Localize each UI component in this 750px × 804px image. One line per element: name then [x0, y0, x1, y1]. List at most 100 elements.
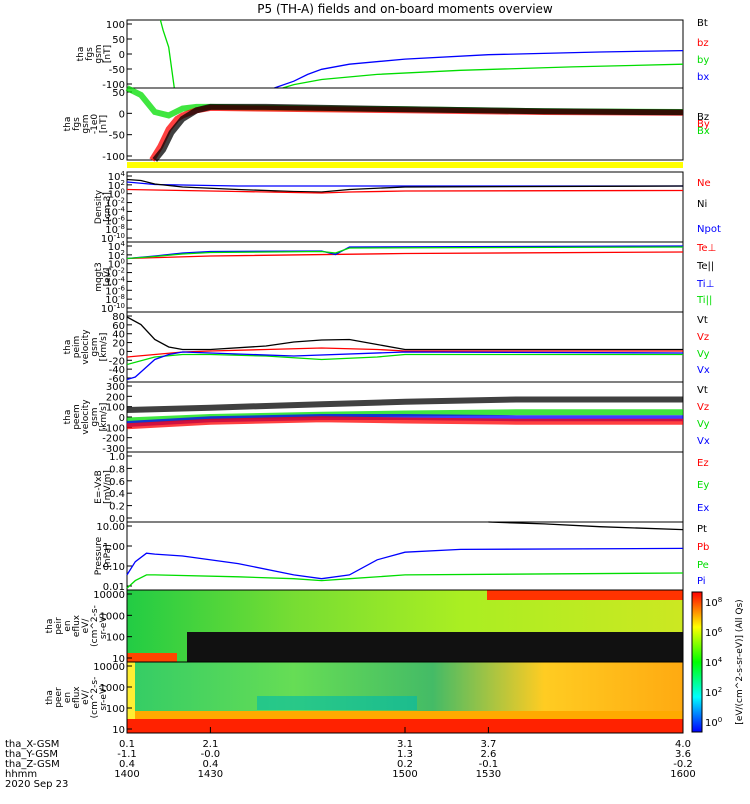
- series-line: [126, 181, 683, 187]
- colorbar-tick: 100: [705, 716, 722, 729]
- xrow-value: -0.2: [673, 759, 693, 770]
- legend-entry: bz: [697, 38, 709, 49]
- plot-title: P5 (TH-A) fields and on-board moments ov…: [257, 2, 553, 16]
- ylabel-line: Pressure: [94, 536, 104, 575]
- ytick-label: 0.8: [109, 464, 125, 475]
- xrow-value: -1.1: [117, 749, 137, 760]
- date-label: 2020 Sep 23: [5, 779, 68, 790]
- panel-frame: [126, 451, 684, 523]
- legend-entry: Vx: [697, 365, 710, 376]
- ytick-label: -60: [109, 374, 125, 385]
- ytick-label: 20: [112, 339, 125, 350]
- xrow-value: 4.0: [675, 739, 691, 750]
- ylabel-line: en: [63, 620, 73, 631]
- ylabel-line: mqgt3: [94, 262, 104, 291]
- legend-entry: Pe: [697, 560, 709, 571]
- spectrogram-band: [187, 632, 487, 662]
- ylabel-line: sr-eV): [99, 684, 109, 710]
- ytick-label: 0.0: [109, 514, 125, 525]
- ytick-label: 0: [119, 50, 125, 61]
- ylabel-line: eflux: [72, 614, 82, 637]
- xrow-value: 1600: [670, 769, 695, 780]
- series-line: [488, 521, 684, 531]
- ylabel-line: eV/: [81, 689, 91, 705]
- legend-entry: Vt: [697, 315, 708, 326]
- xrow-value: 2.6: [480, 749, 496, 760]
- legend-entry: Ex: [697, 503, 709, 514]
- colorbar-tick: 106: [705, 626, 723, 639]
- spectrogram-band: [127, 662, 135, 719]
- spectrogram-band: [457, 632, 683, 662]
- series-line: [149, 104, 684, 162]
- legend-entry: Vy: [697, 419, 710, 430]
- colorbar-tick: 102: [705, 686, 722, 699]
- ylabel-line: [cm-3]: [103, 192, 113, 222]
- ytick-label: 40: [112, 330, 125, 341]
- ytick-label: 0.2: [109, 502, 125, 513]
- series-line: [126, 316, 683, 351]
- legend-entry: Ez: [697, 458, 709, 469]
- ytick-label: 100: [106, 20, 125, 31]
- ylabel-line: [km/s]: [99, 403, 109, 432]
- legend-entry: Bt: [697, 18, 708, 29]
- legend-entry: Bx: [697, 126, 710, 137]
- legend-entry: Ne: [697, 178, 711, 189]
- status-bar: [127, 162, 683, 168]
- ylabel-line: fgs: [85, 47, 95, 61]
- legend-entry: Npot: [697, 224, 721, 235]
- ytick-label: 1000: [100, 611, 125, 622]
- series-line: [126, 547, 684, 580]
- xrow-label: tha_X-GSM: [5, 739, 59, 750]
- ylabel-line: (cm^2-s-: [90, 605, 100, 647]
- ytick-label: -100: [102, 80, 125, 91]
- xrow-value: -0.1: [479, 759, 499, 770]
- ylabel-line: peem: [72, 404, 82, 430]
- ylabel-line: gsm: [90, 337, 100, 356]
- ytick-label: 80: [112, 312, 125, 323]
- ylabel-line: eV/: [81, 618, 91, 634]
- ylabel-line: velocity: [81, 329, 91, 365]
- panel-frame: [126, 521, 684, 591]
- legend-entry: by: [697, 55, 709, 66]
- legend-entry: Bz: [697, 112, 709, 123]
- ytick-label: 300: [106, 382, 125, 393]
- ytick-label: 0.10: [103, 562, 125, 573]
- panel-frame: [126, 171, 684, 243]
- series-line: [126, 572, 684, 589]
- series-line: [126, 188, 684, 194]
- legend-entry: Vx: [697, 436, 710, 447]
- legend-entry: Ti||: [696, 295, 712, 306]
- ytick-label: 100: [106, 704, 125, 715]
- legend-entry: Te⊥: [696, 243, 716, 254]
- series-line: [159, 19, 175, 89]
- ytick-label: 60: [112, 321, 125, 332]
- ytick-label: 200: [106, 392, 125, 403]
- ylabel-line: [nT]: [99, 115, 109, 133]
- ytick-label: -20: [109, 356, 125, 367]
- spectrogram-band: [127, 719, 683, 733]
- ylabel-line: velocity: [81, 399, 91, 435]
- xrow-value: 0.1: [119, 739, 135, 750]
- ytick-label: -50: [109, 65, 125, 76]
- panel-frame: [126, 19, 684, 89]
- series-line: [126, 251, 684, 260]
- panel-fgs: 100 50 0 -50 -100 tha fgs gsm [nT] Bt bz by bx: [76, 18, 709, 91]
- legend-entry: Vz: [697, 332, 709, 343]
- ylabel-line: [nPa]: [103, 544, 113, 567]
- legend-entry: Vz: [697, 402, 709, 413]
- legend-entry: Te||: [696, 261, 714, 272]
- ylabel-line: sr-eV): [99, 613, 109, 639]
- panel-pressure: 10.00 1.00 0.10 0.01 Pressure [nPa] Pt Pb Pe Pi: [94, 521, 709, 593]
- legend-entry: Ti⊥: [696, 279, 714, 290]
- series-line: [126, 347, 683, 358]
- ylabel-line: tha: [76, 47, 86, 62]
- ytick-label: 1.0: [109, 452, 125, 463]
- ytick-label: 100: [106, 403, 125, 414]
- spectrogram-band: [487, 590, 683, 600]
- ylabel-line: [km/s]: [99, 333, 109, 362]
- panel-peir: 10000 1000 100 10 tha peir en eflux eV/(cm^2-s-s…: [45, 589, 684, 665]
